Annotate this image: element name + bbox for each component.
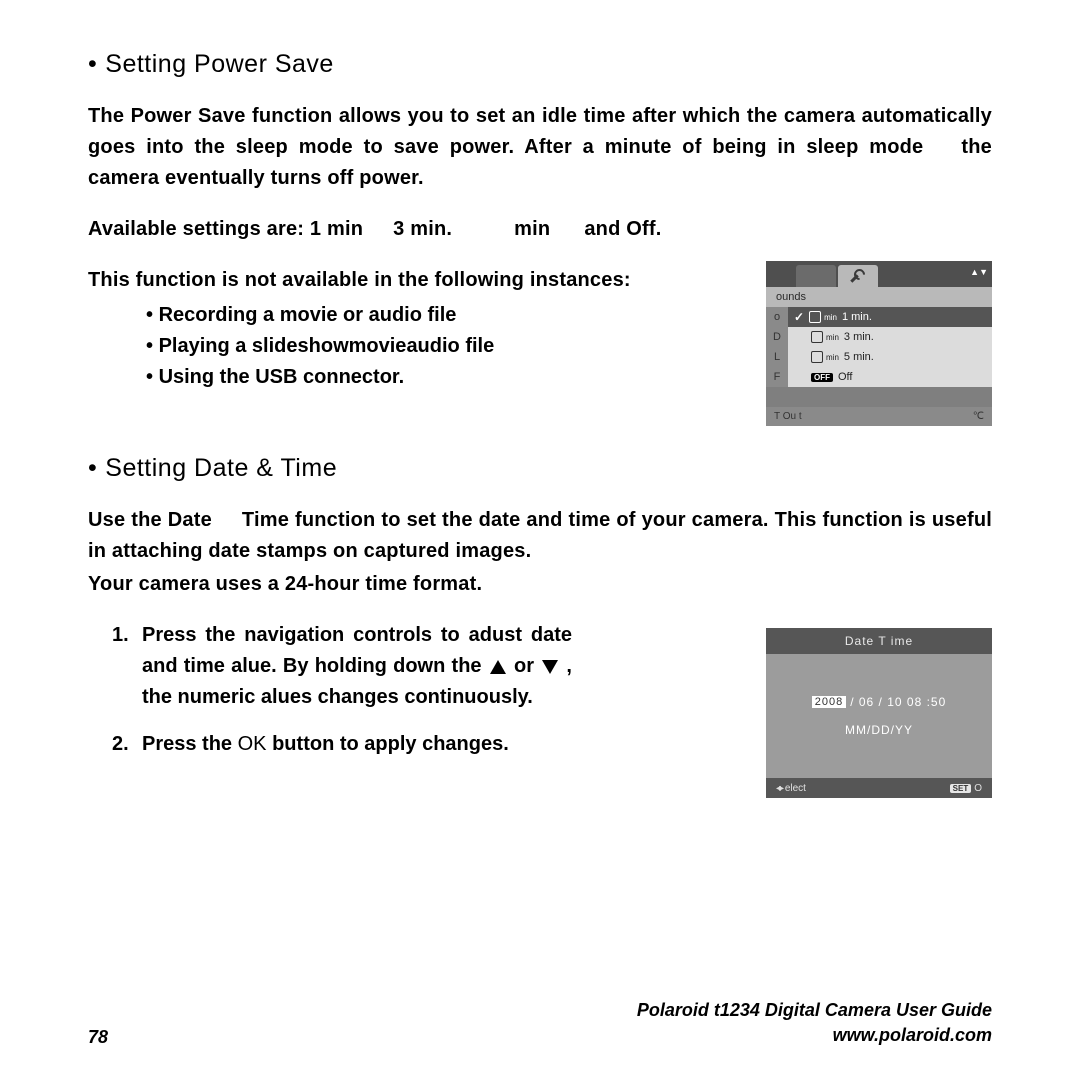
text: 3 min.: [844, 331, 874, 343]
text: T Ou t: [774, 411, 802, 422]
menu-footer: T Ou t ℃: [766, 407, 992, 426]
ok-label: OK: [238, 733, 267, 755]
section-heading-power-save: • Setting Power Save: [88, 50, 992, 79]
list-item: Using the USB connector.: [146, 362, 748, 393]
min-suffix: min: [826, 353, 839, 362]
page-number: 78: [88, 1027, 108, 1048]
set-badge: SET: [950, 784, 972, 793]
menu-tab-active: [838, 265, 878, 287]
heading-text: Setting Power Save: [105, 50, 334, 78]
up-triangle-icon: [490, 660, 506, 674]
menu-row-sounds: ounds: [766, 287, 992, 307]
dt-footer: ◂▸ elect SETO: [766, 778, 992, 798]
clock-icon: [811, 351, 823, 363]
bullet-icon: •: [88, 454, 97, 482]
list-item: Recording a movie or audio file: [146, 300, 748, 331]
text: / 06 / 10 08 :50: [850, 695, 946, 709]
page-footer: 78 Polaroid t1234 Digital Camera User Gu…: [88, 998, 992, 1048]
date-time-intro: Use the DateTime function to set the dat…: [88, 505, 992, 567]
menu-tab: [796, 265, 836, 287]
text: min: [514, 218, 550, 240]
text: elect: [785, 783, 806, 794]
arrows-icon: ◂▸: [776, 783, 782, 794]
clock-icon: [811, 331, 823, 343]
list-item: Playing a slideshowmovieaudio file: [146, 331, 748, 362]
dt-year: 2008: [812, 696, 846, 708]
min-suffix: min: [824, 313, 837, 322]
text: ℃: [973, 411, 984, 422]
side-letter: D: [766, 327, 788, 347]
date-time-format-note: Your camera uses a 24-hour time format.: [88, 569, 992, 600]
footer-guide: Polaroid t1234 Digital Camera User Guide: [637, 998, 992, 1023]
step-number: 1.: [112, 620, 142, 713]
clock-icon: [809, 311, 821, 323]
text: The Power Save function allows you to se…: [88, 105, 992, 158]
side-letter: F: [766, 367, 788, 387]
heading-text: Setting Date & Time: [105, 454, 337, 482]
text: ounds: [776, 291, 806, 303]
wrench-icon: [851, 269, 865, 283]
off-badge: OFF: [811, 373, 833, 382]
dt-title: Date T ime: [766, 628, 992, 654]
text: O: [974, 783, 982, 794]
text: 3 min.: [393, 218, 452, 240]
text: Press the: [142, 733, 232, 755]
menu-option-3min: D min 3 min.: [766, 327, 992, 347]
text: Recording a movie or audio file: [159, 304, 457, 326]
step-2: 2. Press the OK button to apply changes.: [112, 729, 748, 760]
updown-icon: ▲▼: [970, 267, 988, 277]
power-save-settings: Available settings are: 1 min 3 min. min an…: [88, 214, 992, 245]
dt-body: 2008 / 06 / 10 08 :50 MM/DD/YY: [766, 654, 992, 778]
footer-url: www.polaroid.com: [637, 1023, 992, 1048]
power-save-intro: The Power Save function allows you to se…: [88, 101, 992, 194]
power-save-not-available: This function is not available in the fo…: [88, 265, 748, 296]
text: Time function to set the date and time o…: [88, 509, 992, 562]
check-icon: ✓: [794, 310, 804, 324]
steps-list: 1. Press the navigation controls to adus…: [112, 620, 748, 760]
text: and Off.: [584, 218, 661, 240]
text: 1 min.: [842, 311, 872, 323]
date-time-screenshot: Date T ime 2008 / 06 / 10 08 :50 MM/DD/Y…: [766, 628, 992, 798]
menu-tabbar: ▲▼: [766, 261, 992, 287]
side-letter: L: [766, 347, 788, 367]
dt-format: MM/DD/YY: [845, 723, 913, 737]
text: button to apply changes.: [272, 733, 509, 755]
side-letter: o: [766, 307, 788, 327]
text: movie: [349, 335, 407, 357]
down-triangle-icon: [542, 660, 558, 674]
section-heading-date-time: • Setting Date & Time: [88, 454, 992, 483]
exceptions-list: Recording a movie or audio file Playing …: [146, 300, 748, 393]
text: Off: [838, 371, 852, 383]
min-suffix: min: [826, 333, 839, 342]
text: alue. By holding down the: [231, 655, 481, 677]
text: 5 min.: [844, 351, 874, 363]
menu-option-5min: L min 5 min.: [766, 347, 992, 367]
text: or: [514, 655, 534, 677]
menu-option-off: F OFF Off: [766, 367, 992, 387]
text: alues changes continuously.: [261, 686, 533, 708]
text: Playing a slideshow: [159, 335, 349, 357]
power-save-menu-screenshot: ▲▼ ounds o ✓ min 1 min. D min 3 min. L mi…: [766, 261, 992, 426]
step-number: 2.: [112, 729, 142, 760]
step-1: 1. Press the navigation controls to adus…: [112, 620, 748, 713]
dt-value: 2008 / 06 / 10 08 :50: [812, 695, 947, 709]
text: Press the navigation controls to ad: [142, 624, 492, 646]
text: audio file: [406, 335, 494, 357]
text: Available settings are: 1 min: [88, 218, 363, 240]
text: Use the Date: [88, 509, 212, 531]
text: Using the USB connector.: [159, 366, 405, 388]
bullet-icon: •: [88, 50, 97, 78]
menu-option-1min: o ✓ min 1 min.: [766, 307, 992, 327]
